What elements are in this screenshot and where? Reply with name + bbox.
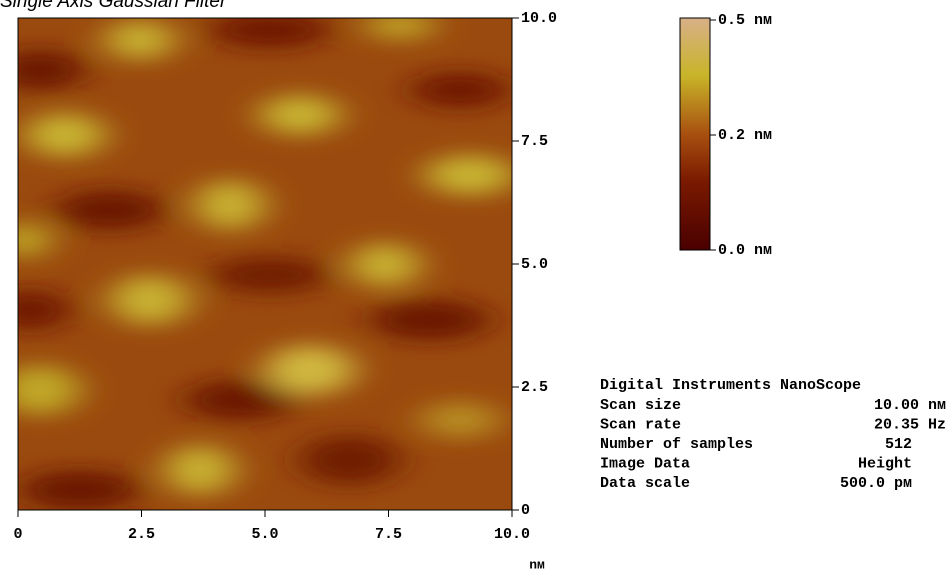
x-tick-label: 7.5 bbox=[375, 526, 402, 543]
info-key: Number of samples bbox=[600, 436, 753, 453]
colorbar-label: 0.0 nм bbox=[718, 242, 772, 259]
y-tick-label: 5.0 bbox=[521, 256, 548, 273]
x-axis-unit: nм bbox=[529, 557, 545, 572]
colorbar-label: 0.2 nм bbox=[718, 127, 772, 144]
info-key: Image Data bbox=[600, 455, 690, 472]
info-value: 20.35 Hz bbox=[874, 416, 946, 433]
info-key: Data scale bbox=[600, 475, 690, 492]
title: Single Axis Gaussian Filter bbox=[0, 0, 227, 12]
y-tick-label: 7.5 bbox=[521, 133, 548, 150]
info-value: 512 bbox=[885, 436, 912, 453]
x-tick-label: 0 bbox=[13, 526, 22, 543]
y-tick-label: 10.0 bbox=[521, 10, 557, 27]
y-tick-label: 0 bbox=[521, 502, 530, 519]
info-header: Digital Instruments NanoScope bbox=[600, 377, 861, 394]
info-key: Scan rate bbox=[600, 416, 681, 433]
info-value: Height bbox=[858, 455, 912, 472]
colorbar bbox=[679, 17, 711, 251]
info-value: 500.0 pм bbox=[840, 475, 912, 492]
colorbar-label: 0.5 nм bbox=[718, 12, 772, 29]
y-tick-label: 2.5 bbox=[521, 379, 548, 396]
x-tick-label: 5.0 bbox=[251, 526, 278, 543]
height-image bbox=[18, 18, 512, 510]
x-tick-label: 2.5 bbox=[128, 526, 155, 543]
x-tick-label: 10.0 bbox=[494, 526, 530, 543]
info-key: Scan size bbox=[600, 397, 681, 414]
info-value: 10.00 nм bbox=[874, 397, 946, 414]
